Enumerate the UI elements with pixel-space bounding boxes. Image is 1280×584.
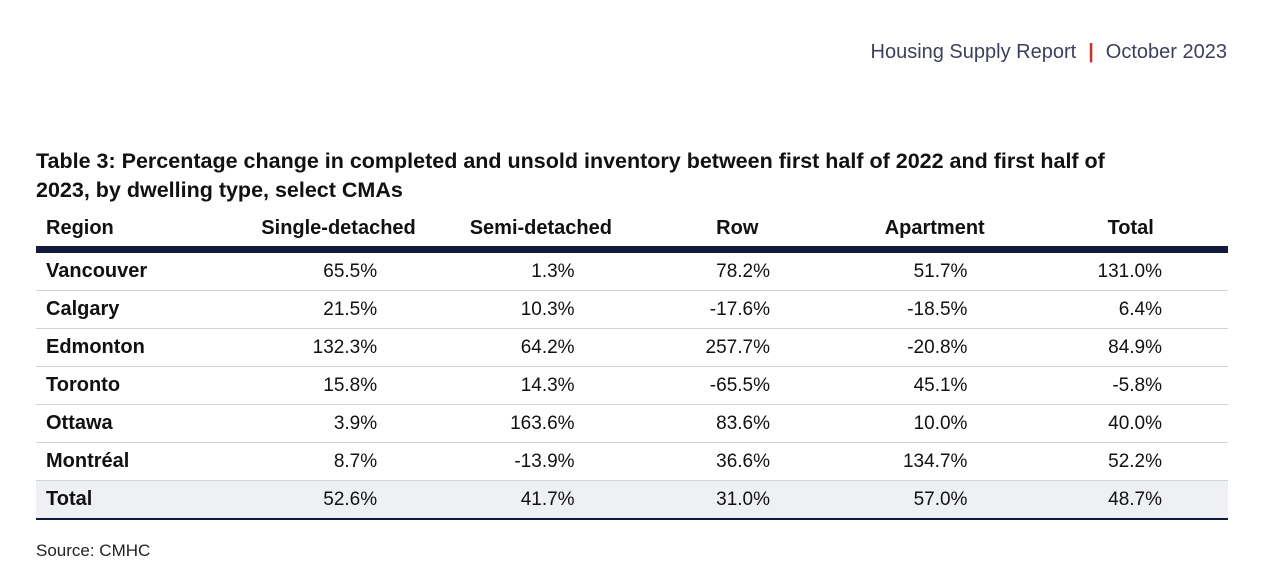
value-cell: 1.3% bbox=[443, 249, 639, 291]
total-value-cell: 52.6% bbox=[233, 480, 444, 520]
value-cell: 52.2% bbox=[1033, 442, 1228, 481]
column-header-total: Total bbox=[1033, 210, 1228, 253]
region-cell: Calgary bbox=[36, 290, 234, 329]
table-row: Vancouver 65.5% 1.3% 78.2% 51.7% 131.0% bbox=[36, 249, 1228, 291]
table-title: Table 3: Percentage change in completed … bbox=[36, 149, 1105, 202]
data-table: Region Single-detached Semi-detached Row… bbox=[36, 210, 1228, 520]
value-cell: 21.5% bbox=[233, 290, 444, 329]
total-value-cell: 48.7% bbox=[1033, 480, 1228, 520]
value-cell: 45.1% bbox=[836, 366, 1034, 405]
value-cell: -20.8% bbox=[836, 328, 1034, 367]
region-cell: Toronto bbox=[36, 366, 234, 405]
value-cell: 257.7% bbox=[638, 328, 836, 367]
value-cell: 10.3% bbox=[443, 290, 639, 329]
value-cell: 134.7% bbox=[836, 442, 1034, 481]
value-cell: -5.8% bbox=[1033, 366, 1228, 405]
value-cell: -65.5% bbox=[638, 366, 836, 405]
value-cell: 65.5% bbox=[233, 249, 444, 291]
value-cell: 6.4% bbox=[1033, 290, 1228, 329]
value-cell: 83.6% bbox=[638, 404, 836, 443]
table-row: Toronto 15.8% 14.3% -65.5% 45.1% -5.8% bbox=[36, 366, 1228, 405]
value-cell: 132.3% bbox=[233, 328, 444, 367]
value-cell: 3.9% bbox=[233, 404, 444, 443]
table-row: Edmonton 132.3% 64.2% 257.7% -20.8% 84.9… bbox=[36, 328, 1228, 367]
source-note: Source: CMHC bbox=[36, 541, 151, 560]
value-cell: 10.0% bbox=[836, 404, 1034, 443]
region-cell: Edmonton bbox=[36, 328, 234, 367]
value-cell: 131.0% bbox=[1033, 249, 1228, 291]
table-row: Ottawa 3.9% 163.6% 83.6% 10.0% 40.0% bbox=[36, 404, 1228, 443]
value-cell: 78.2% bbox=[638, 249, 836, 291]
value-cell: 8.7% bbox=[233, 442, 444, 481]
value-cell: 51.7% bbox=[836, 249, 1034, 291]
table-row: Calgary 21.5% 10.3% -17.6% -18.5% 6.4% bbox=[36, 290, 1228, 329]
column-header-single-detached: Single-detached bbox=[233, 210, 444, 253]
column-header-semi-detached: Semi-detached bbox=[443, 210, 639, 253]
total-value-cell: 31.0% bbox=[638, 480, 836, 520]
report-date: October 2023 bbox=[1105, 41, 1227, 63]
value-cell: 36.6% bbox=[638, 442, 836, 481]
header-separator: | bbox=[1088, 41, 1094, 63]
table-total-row: Total 52.6% 41.7% 31.0% 57.0% 48.7% bbox=[36, 480, 1228, 520]
region-cell: Vancouver bbox=[36, 249, 234, 291]
value-cell: 163.6% bbox=[443, 404, 639, 443]
value-cell: -17.6% bbox=[638, 290, 836, 329]
total-value-cell: 57.0% bbox=[836, 480, 1034, 520]
value-cell: -13.9% bbox=[443, 442, 639, 481]
table-header-row: Region Single-detached Semi-detached Row… bbox=[36, 210, 1228, 253]
column-header-apartment: Apartment bbox=[836, 210, 1034, 253]
value-cell: 14.3% bbox=[443, 366, 639, 405]
value-cell: 64.2% bbox=[443, 328, 639, 367]
column-header-region: Region bbox=[36, 210, 234, 253]
region-cell: Montréal bbox=[36, 442, 234, 481]
value-cell: 15.8% bbox=[233, 366, 444, 405]
table-row: Montréal 8.7% -13.9% 36.6% 134.7% 52.2% bbox=[36, 442, 1228, 481]
value-cell: 40.0% bbox=[1033, 404, 1228, 443]
column-header-row: Row bbox=[638, 210, 836, 253]
total-value-cell: 41.7% bbox=[443, 480, 639, 520]
report-name: Housing Supply Report bbox=[870, 41, 1077, 63]
report-header: Housing Supply Report | October 2023 bbox=[871, 41, 1228, 64]
value-cell: -18.5% bbox=[836, 290, 1034, 329]
total-label-cell: Total bbox=[36, 480, 234, 520]
region-cell: Ottawa bbox=[36, 404, 234, 443]
value-cell: 84.9% bbox=[1033, 328, 1228, 367]
